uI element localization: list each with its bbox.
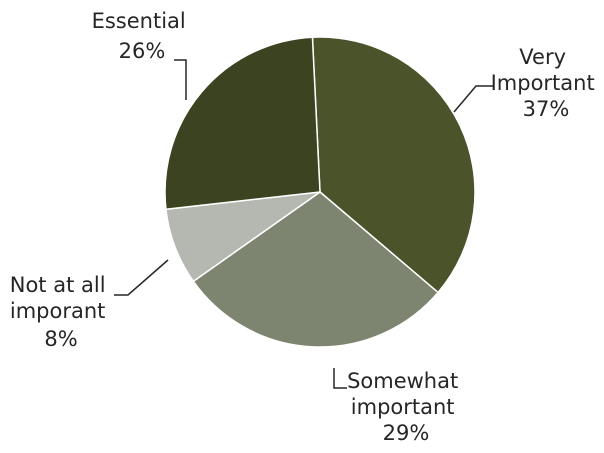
- leader-line-somewhat-important: [333, 368, 347, 389]
- pie-slice-somewhat-important: [192, 191, 440, 348]
- slice-label-very-important-line2: Important: [491, 71, 595, 95]
- slice-label-very-important-line1: Very: [519, 45, 566, 69]
- slice-value-somewhat-important: 29%: [383, 421, 430, 445]
- slice-label-not-at-all-important-line2: imporant: [10, 299, 106, 323]
- slice-label-somewhat-important-line2: important: [351, 395, 455, 419]
- slice-value-essential: 26%: [119, 39, 166, 63]
- slice-label-somewhat-important-line1: Somewhat: [347, 369, 458, 393]
- pie-slices: [164, 36, 476, 348]
- slice-label-very-important: Very Important 37%: [491, 45, 602, 121]
- pie-slice-essential: [164, 36, 321, 211]
- leader-line-not-at-all-important: [114, 259, 169, 296]
- pie-slice-very-important: [311, 36, 476, 294]
- slice-label-somewhat-important: Somewhat important 29%: [347, 369, 465, 445]
- slice-value-very-important: 37%: [523, 97, 570, 121]
- slice-label-not-at-all-important: Not at all imporant 8%: [10, 273, 112, 351]
- slice-value-not-at-all-important: 8%: [44, 327, 77, 351]
- slice-label-not-at-all-important-line1: Not at all: [10, 273, 106, 297]
- leader-lines: [114, 59, 494, 389]
- leader-line-essential: [174, 59, 187, 100]
- slice-label-essential: Essential 26%: [92, 9, 193, 63]
- slice-label-essential-line1: Essential: [92, 9, 186, 33]
- leader-line-very-important: [453, 85, 494, 113]
